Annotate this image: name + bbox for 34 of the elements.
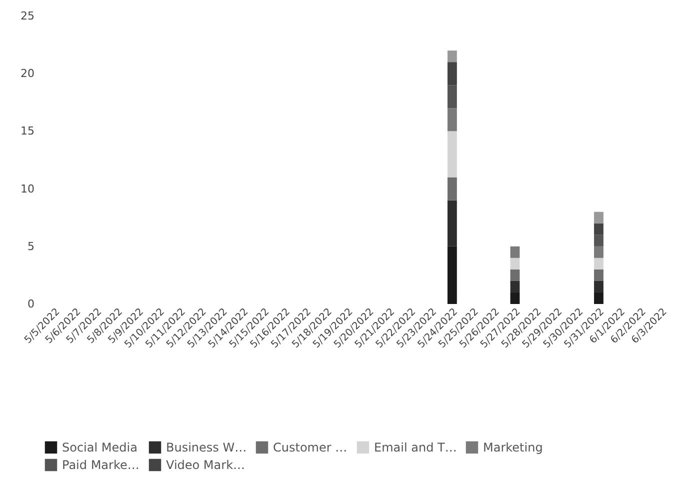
- bar: [447, 246, 457, 304]
- bar: [594, 212, 604, 224]
- bar: [447, 85, 457, 108]
- bar: [594, 280, 604, 292]
- bar: [447, 131, 457, 178]
- legend-label: Social Media: [62, 440, 138, 454]
- bar: [594, 223, 604, 235]
- bar: [510, 246, 520, 258]
- legend-label: Marketing: [483, 440, 543, 454]
- bar: [594, 234, 604, 246]
- legend-label: Paid Marke…: [62, 458, 140, 472]
- bar: [510, 280, 520, 292]
- bar: [510, 258, 520, 270]
- bar: [510, 292, 520, 304]
- bar: [594, 246, 604, 258]
- bar: [510, 269, 520, 281]
- y-tick-label: 10: [20, 182, 34, 196]
- y-tick-label: 0: [28, 298, 34, 310]
- y-tick-label: 25: [20, 10, 34, 22]
- legend-label: Video Mark…: [166, 458, 246, 472]
- bar: [594, 269, 604, 281]
- bar: [447, 62, 457, 86]
- y-tick-label: 15: [20, 124, 34, 138]
- bar: [447, 108, 457, 132]
- legend-label: Business W…: [166, 440, 247, 454]
- bar: [594, 292, 604, 304]
- y-tick-label: 20: [20, 67, 34, 80]
- legend-label: Email and T…: [374, 440, 457, 454]
- bar: [447, 50, 457, 62]
- bar: [447, 177, 457, 200]
- bar: [447, 200, 457, 246]
- y-tick-label: 5: [28, 240, 34, 253]
- legend-label: Customer …: [273, 440, 348, 454]
- bar: [594, 258, 604, 270]
